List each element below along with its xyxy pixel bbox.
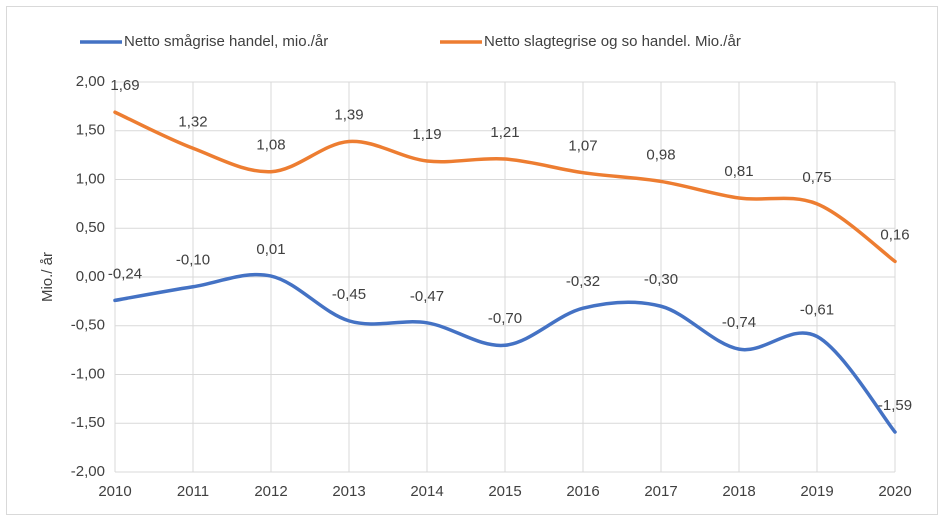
y-tick-label: -2,00 <box>71 463 105 480</box>
data-label: -0,70 <box>488 310 522 327</box>
x-tick-label: 2019 <box>800 483 833 500</box>
y-tick-label: 2,00 <box>76 73 105 90</box>
y-tick-label: -1,00 <box>71 365 105 382</box>
y-tick-label: -0,50 <box>71 317 105 334</box>
data-label: 0,81 <box>724 163 753 180</box>
y-tick-label: -1,50 <box>71 414 105 431</box>
x-tick-label: 2013 <box>332 483 365 500</box>
data-label: 1,21 <box>490 124 519 141</box>
x-tick-label: 2010 <box>98 483 131 500</box>
series-line <box>113 110 897 264</box>
x-tick-label: 2012 <box>254 483 287 500</box>
data-label: -0,30 <box>644 271 678 288</box>
data-label: -0,10 <box>176 252 210 269</box>
data-label: -0,32 <box>566 273 600 290</box>
legend-label: Netto smågrise handel, mio./år <box>124 33 328 50</box>
series-line <box>113 272 897 434</box>
data-label: -0,61 <box>800 301 834 318</box>
x-tick-label: 2011 <box>177 483 209 500</box>
y-tick-label: 0,00 <box>76 268 105 285</box>
x-tick-label: 2016 <box>566 483 599 500</box>
x-tick-label: 2014 <box>410 483 443 500</box>
data-label: 1,07 <box>568 138 597 155</box>
data-label: 1,32 <box>178 113 207 130</box>
x-tick-label: 2015 <box>488 483 521 500</box>
x-tick-label: 2020 <box>878 483 911 500</box>
chart-border <box>6 6 938 515</box>
data-label: -1,59 <box>878 397 912 414</box>
data-label: -0,74 <box>722 314 756 331</box>
data-label: 0,01 <box>256 241 285 258</box>
data-label: 0,98 <box>646 146 675 163</box>
y-tick-label: 0,50 <box>76 219 105 236</box>
data-label: 0,16 <box>880 226 909 243</box>
data-label: 1,19 <box>412 126 441 143</box>
data-label: 0,75 <box>802 169 831 186</box>
y-axis-title: Mio./ år <box>39 252 56 302</box>
data-label: 1,08 <box>256 137 285 154</box>
data-label: -0,45 <box>332 286 366 303</box>
y-tick-label: 1,00 <box>76 170 105 187</box>
legend-label: Netto slagtegrise og so handel. Mio./år <box>484 33 741 50</box>
data-label: 1,69 <box>110 77 139 94</box>
y-tick-label: 1,50 <box>76 122 105 139</box>
x-tick-label: 2018 <box>722 483 755 500</box>
data-label: -0,24 <box>108 265 142 282</box>
data-label: 1,39 <box>334 106 363 123</box>
data-label: -0,47 <box>410 288 444 305</box>
x-tick-label: 2017 <box>644 483 677 500</box>
